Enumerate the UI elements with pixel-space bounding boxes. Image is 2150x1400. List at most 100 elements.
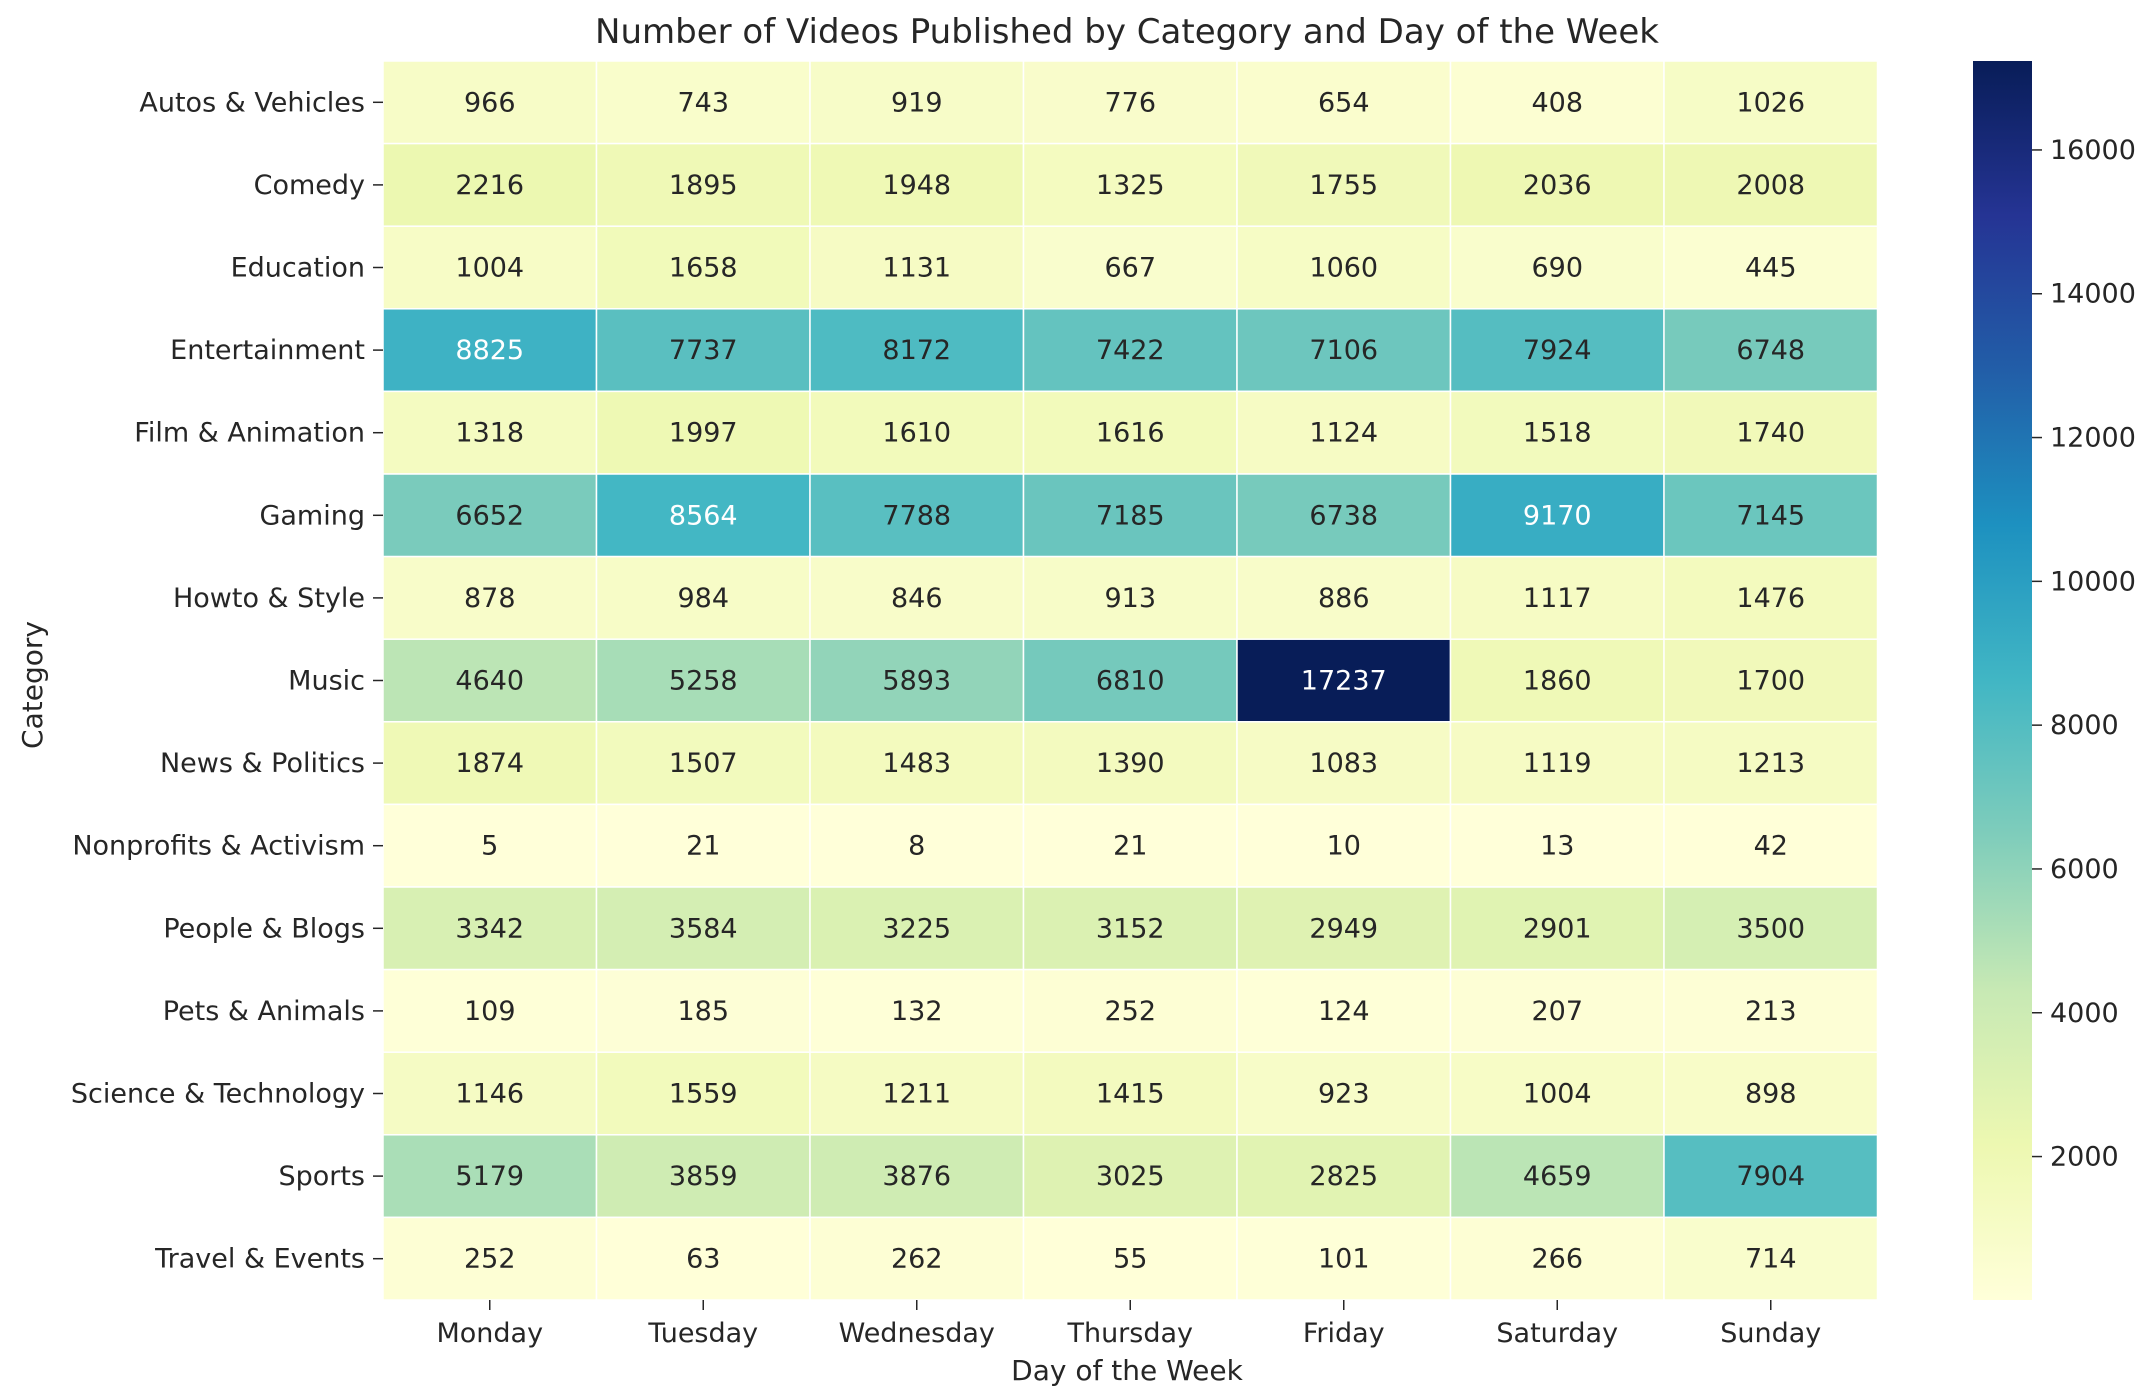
heatmap-cell xyxy=(809,142,1025,227)
heatmap-cell xyxy=(1022,473,1238,558)
chart-title: Number of Videos Published by Category a… xyxy=(595,12,1659,52)
colorbar-tick-label: 16000 xyxy=(2050,135,2136,166)
cell-value-label: 1658 xyxy=(669,253,738,284)
heatmap-cell xyxy=(1663,390,1879,475)
cell-value-label: 5893 xyxy=(882,666,951,697)
heatmap-cell xyxy=(1236,225,1452,310)
colorbar-tick-label: 4000 xyxy=(2050,998,2119,1029)
cell-value-label: 3025 xyxy=(1096,1161,1165,1192)
heatmap-cell xyxy=(382,1134,598,1219)
heatmap-cell xyxy=(1663,886,1879,971)
cell-value-label: 7788 xyxy=(882,500,951,531)
heatmap-cell xyxy=(809,1134,1025,1219)
y-tick-label: Gaming xyxy=(259,500,365,531)
cell-value-label: 21 xyxy=(1113,831,1147,862)
cell-value-label: 898 xyxy=(1745,1079,1797,1110)
cell-value-label: 8 xyxy=(908,831,925,862)
heatmap-cell xyxy=(1663,473,1879,558)
heatmap-cell xyxy=(1022,886,1238,971)
cell-value-label: 408 xyxy=(1531,87,1583,118)
cell-value-label: 776 xyxy=(1104,87,1156,118)
heatmap-cell xyxy=(1449,968,1665,1053)
heatmap-cell xyxy=(1449,638,1665,723)
cell-value-label: 124 xyxy=(1318,996,1370,1027)
heatmap-cell xyxy=(809,721,1025,806)
cell-value-label: 252 xyxy=(464,1244,516,1275)
cell-value-label: 1616 xyxy=(1096,418,1165,449)
cell-value-label: 1415 xyxy=(1096,1079,1165,1110)
cell-value-label: 2949 xyxy=(1309,913,1378,944)
cell-value-label: 1518 xyxy=(1523,418,1592,449)
heatmap-cell xyxy=(1022,555,1238,640)
cell-value-label: 3342 xyxy=(455,913,524,944)
heatmap-cell xyxy=(382,803,598,888)
y-tick-label: Nonprofits & Activism xyxy=(72,831,365,862)
heatmap-cell xyxy=(809,555,1025,640)
heatmap-cell xyxy=(1022,60,1238,145)
heatmap-cell xyxy=(1663,638,1879,723)
heatmap-cell xyxy=(1022,638,1238,723)
cell-value-label: 2825 xyxy=(1309,1161,1378,1192)
heatmap-cell xyxy=(1236,142,1452,227)
cell-value-label: 1060 xyxy=(1309,253,1378,284)
heatmap-cell xyxy=(809,1051,1025,1136)
cell-value-label: 878 xyxy=(464,583,516,614)
heatmap-cell xyxy=(1022,1134,1238,1219)
y-tick-label: Music xyxy=(288,666,365,697)
x-tick-label: Saturday xyxy=(1496,1318,1618,1349)
heatmap-cell xyxy=(1022,308,1238,393)
heatmap-cell xyxy=(1663,225,1879,310)
y-tick-label: News & Politics xyxy=(160,748,365,779)
x-tick-label: Friday xyxy=(1303,1318,1385,1349)
cell-value-label: 846 xyxy=(891,583,943,614)
cell-value-label: 1874 xyxy=(455,748,524,779)
heatmap-cell xyxy=(1449,886,1665,971)
cell-value-label: 2216 xyxy=(455,170,524,201)
heatmap-cell xyxy=(1236,1216,1452,1301)
cell-value-label: 6738 xyxy=(1309,500,1378,531)
heatmap-cell xyxy=(382,60,598,145)
cell-value-label: 1948 xyxy=(882,170,951,201)
cell-value-label: 6748 xyxy=(1736,335,1805,366)
cell-value-label: 3584 xyxy=(669,913,738,944)
cell-value-label: 2036 xyxy=(1523,170,1592,201)
heatmap-cell xyxy=(1022,803,1238,888)
heatmap-cell xyxy=(595,60,811,145)
x-axis-label: Day of the Week xyxy=(1011,1354,1243,1387)
cell-value-label: 1083 xyxy=(1309,748,1378,779)
y-tick-label: Entertainment xyxy=(170,335,365,366)
cell-value-label: 1860 xyxy=(1523,666,1592,697)
heatmap-cell xyxy=(1449,803,1665,888)
y-tick-label: Film & Animation xyxy=(134,418,365,449)
x-axis-ticks: Monday Tuesday Wednesday Thursday Friday Satu… xyxy=(436,1300,1821,1349)
colorbar-tick-label: 2000 xyxy=(2050,1142,2119,1173)
heatmap-cell xyxy=(595,968,811,1053)
heatmap-cell xyxy=(1236,473,1452,558)
cell-value-label: 886 xyxy=(1318,583,1370,614)
heatmap-cell xyxy=(1449,308,1665,393)
colorbar-tick-label: 10000 xyxy=(2050,566,2136,597)
cell-value-label: 55 xyxy=(1113,1244,1147,1275)
y-tick-label: Travel & Events xyxy=(154,1244,365,1275)
y-tick-label: Autos & Vehicles xyxy=(139,87,365,118)
cell-value-label: 1610 xyxy=(882,418,951,449)
cell-value-label: 3500 xyxy=(1736,913,1805,944)
cell-value-label: 1318 xyxy=(455,418,524,449)
heatmap-cell xyxy=(382,968,598,1053)
cell-value-label: 1483 xyxy=(882,748,951,779)
y-tick-label: Science & Technology xyxy=(71,1079,365,1110)
cell-value-label: 3152 xyxy=(1096,913,1165,944)
heatmap-cell xyxy=(809,886,1025,971)
x-tick-label: Wednesday xyxy=(839,1318,995,1349)
heatmap-cell xyxy=(1663,142,1879,227)
x-tick-label: Monday xyxy=(436,1318,543,1349)
cell-value-label: 1131 xyxy=(882,253,951,284)
cell-value-label: 21 xyxy=(686,831,720,862)
colorbar-tick-label: 8000 xyxy=(2050,710,2119,741)
cell-value-label: 7737 xyxy=(669,335,738,366)
heatmap-cell xyxy=(1236,721,1452,806)
heatmap-cell xyxy=(1236,1134,1452,1219)
cell-value-label: 7904 xyxy=(1736,1161,1805,1192)
heatmap-cell xyxy=(1449,1216,1665,1301)
heatmap-cell xyxy=(1663,1134,1879,1219)
